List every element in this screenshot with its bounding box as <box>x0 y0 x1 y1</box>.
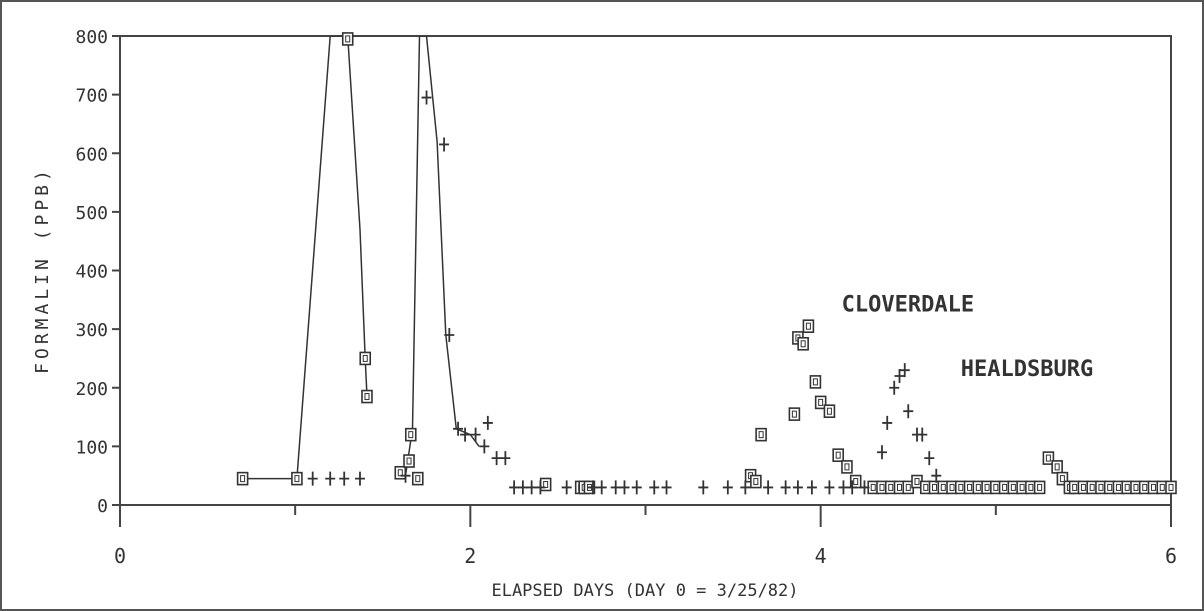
data-point-plus <box>517 480 528 495</box>
data-point-plus <box>792 480 803 495</box>
data-point-plus <box>838 480 849 495</box>
data-point-plus <box>453 421 464 436</box>
data-point-plus <box>421 90 432 105</box>
data-point-plus <box>722 480 733 495</box>
data-point-square <box>797 336 809 351</box>
data-point-plus <box>917 427 928 442</box>
data-point-square <box>403 454 415 468</box>
annotation-healdsburg: HEALDSBURG <box>961 357 1093 382</box>
data-point-plus <box>859 480 870 495</box>
data-point-square <box>411 471 424 486</box>
data-point-plus <box>526 480 537 495</box>
data-point-plus <box>824 480 835 495</box>
data-point-square <box>539 477 552 492</box>
data-point-square <box>814 395 827 410</box>
data-point-square <box>809 375 822 389</box>
data-point-plus <box>500 451 511 466</box>
data-point-plus <box>444 327 455 342</box>
data-point-plus <box>460 427 471 442</box>
y-axis-label: FORMALIN (PPB) <box>32 166 53 374</box>
data-point-plus <box>740 480 751 495</box>
data-point-plus <box>847 480 858 495</box>
y-tick-label: 600 <box>75 144 108 165</box>
data-point-plus <box>661 480 672 495</box>
data-point-square <box>750 474 762 489</box>
data-point-square <box>359 351 372 366</box>
data-point-square <box>361 389 373 404</box>
data-point-plus <box>439 137 450 152</box>
data-point-plus <box>931 468 942 483</box>
data-point-square <box>1051 460 1063 474</box>
data-point-plus <box>325 471 336 486</box>
y-tick-label: 100 <box>75 437 108 458</box>
x-tick-label: 6 <box>1165 544 1177 568</box>
data-point-plus <box>876 445 887 460</box>
data-point-square <box>1056 471 1069 486</box>
data-point-square <box>1042 451 1055 465</box>
data-point-plus <box>596 480 607 495</box>
data-point-plus <box>763 480 774 495</box>
data-point-plus <box>470 427 481 442</box>
data-point-square <box>823 404 836 419</box>
y-tick-label: 400 <box>75 262 108 283</box>
data-point-plus <box>894 369 905 384</box>
series-points <box>236 32 1177 495</box>
data-point-plus <box>561 480 572 495</box>
data-point-square <box>236 471 249 486</box>
data-point-square <box>832 448 844 462</box>
x-axis-label: ELAPSED DAYS (DAY 0 = 3/25/82) <box>491 581 798 601</box>
x-tick-label: 4 <box>815 544 827 568</box>
x-tick-label: 2 <box>464 544 476 568</box>
data-point-plus <box>899 363 910 378</box>
data-point-plus <box>307 471 318 486</box>
data-point-plus <box>903 404 914 419</box>
data-point-plus <box>889 380 900 395</box>
data-point-square <box>1165 480 1177 495</box>
data-point-plus <box>587 480 598 495</box>
data-point-plus <box>535 480 546 495</box>
data-point-plus <box>479 439 490 454</box>
data-point-plus <box>354 471 365 486</box>
data-point-square <box>291 471 303 486</box>
data-point-plus <box>698 480 709 495</box>
data-point-plus <box>491 451 502 466</box>
data-point-plus <box>780 480 791 495</box>
annotation-cloverdale: CLOVERDALE <box>842 293 974 318</box>
data-point-plus <box>806 480 817 495</box>
data-point-plus <box>482 415 493 430</box>
y-tick-label: 200 <box>75 379 108 400</box>
data-point-square <box>341 32 354 46</box>
data-point-square <box>394 465 407 480</box>
y-tick-label: 0 <box>97 496 108 517</box>
y-tick-label: 800 <box>75 27 108 48</box>
data-point-plus <box>649 480 660 495</box>
data-point-plus <box>400 468 411 483</box>
data-point-plus <box>631 480 642 495</box>
y-tick-label: 500 <box>75 203 108 224</box>
data-point-square <box>802 319 815 333</box>
x-tick-label: 0 <box>114 544 126 568</box>
annotations: CLOVERDALE HEALDSBURG <box>842 293 1094 382</box>
data-point-plus <box>924 451 935 466</box>
data-point-square <box>404 427 417 442</box>
y-tick-label: 700 <box>75 86 108 107</box>
data-point-plus <box>509 480 520 495</box>
data-point-plus <box>610 480 621 495</box>
data-point-square <box>788 407 801 421</box>
data-point-square <box>755 427 767 442</box>
axes: 0 100 200 300 400 500 600 700 800 0 2 4 6 <box>75 27 1177 568</box>
data-point-plus <box>882 415 893 430</box>
data-point-plus <box>619 480 630 495</box>
data-point-square <box>1033 480 1046 495</box>
data-point-square <box>841 460 853 474</box>
y-tick-label: 300 <box>75 320 108 341</box>
data-point-plus <box>339 471 350 486</box>
